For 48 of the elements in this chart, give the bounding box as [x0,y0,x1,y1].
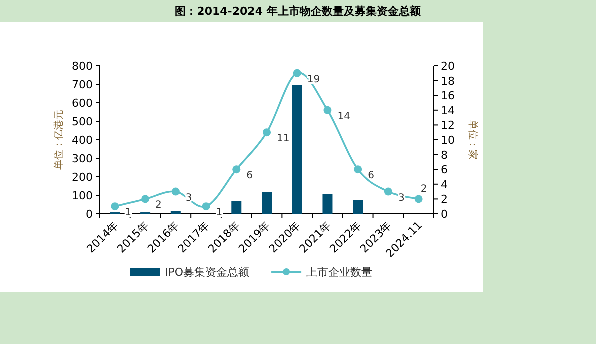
legend-label: IPO募集资金总额 [165,266,250,279]
y2-axis-title: 单位：家 [467,120,479,160]
y-tick-label: 600 [72,97,93,110]
point [202,202,210,211]
point [414,195,423,204]
y-tick-label: 0 [86,208,93,221]
data-label: 6 [246,170,254,182]
y2-tick-label: 2 [441,193,448,206]
bar [322,194,333,214]
data-label: 14 [338,111,350,122]
point [263,128,271,137]
y2-tick-label: 20 [441,60,455,73]
y-tick-label: 400 [72,134,93,147]
y-tick-label: 500 [72,116,93,128]
point [324,106,332,114]
point [232,166,241,174]
y-tick-label: 100 [72,190,93,202]
point [142,195,150,204]
point [354,166,362,174]
bar [353,200,364,214]
data-label: 2 [420,184,428,196]
y2-tick-label: 6 [441,164,448,177]
y2-tick-label: 8 [441,148,448,162]
point [293,69,302,78]
bar [292,85,302,214]
y2-tick-label: 14 [441,104,455,118]
point [172,188,180,196]
chart-title: 图：2014-2024 年上市物企数量及募集资金总额 [175,5,422,18]
y2-tick-label: 0 [441,208,448,221]
y2-tick-label: 18 [441,74,455,88]
y2-tick-label: 10 [441,134,455,147]
data-label: 6 [368,170,374,182]
y2-tick-label: 4 [441,178,448,192]
y-tick-label: 200 [72,171,93,184]
y-axis-title: 单位：亿港元 [53,110,65,170]
point [111,202,120,211]
legend-label: 上市企业数量 [306,266,373,279]
data-label: 2 [156,200,162,212]
y-tick-label: 700 [72,78,93,92]
data-label: 11 [277,134,290,145]
y-tick-label: 300 [72,152,93,166]
y2-tick-label: 12 [441,119,455,132]
y2-tick-label: 16 [441,90,455,103]
bar [170,211,181,214]
y-tick-label: 800 [72,60,93,73]
point [384,188,392,196]
bar [232,201,242,214]
bar [262,192,272,214]
